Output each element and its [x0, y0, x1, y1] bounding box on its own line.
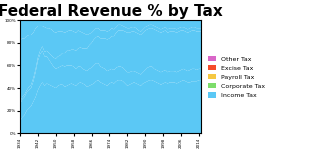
Title: Federal Revenue % by Tax: Federal Revenue % by Tax	[0, 4, 223, 19]
Legend: Other Tax, Excise Tax, Payroll Tax, Corporate Tax, Income Tax: Other Tax, Excise Tax, Payroll Tax, Corp…	[206, 54, 266, 100]
